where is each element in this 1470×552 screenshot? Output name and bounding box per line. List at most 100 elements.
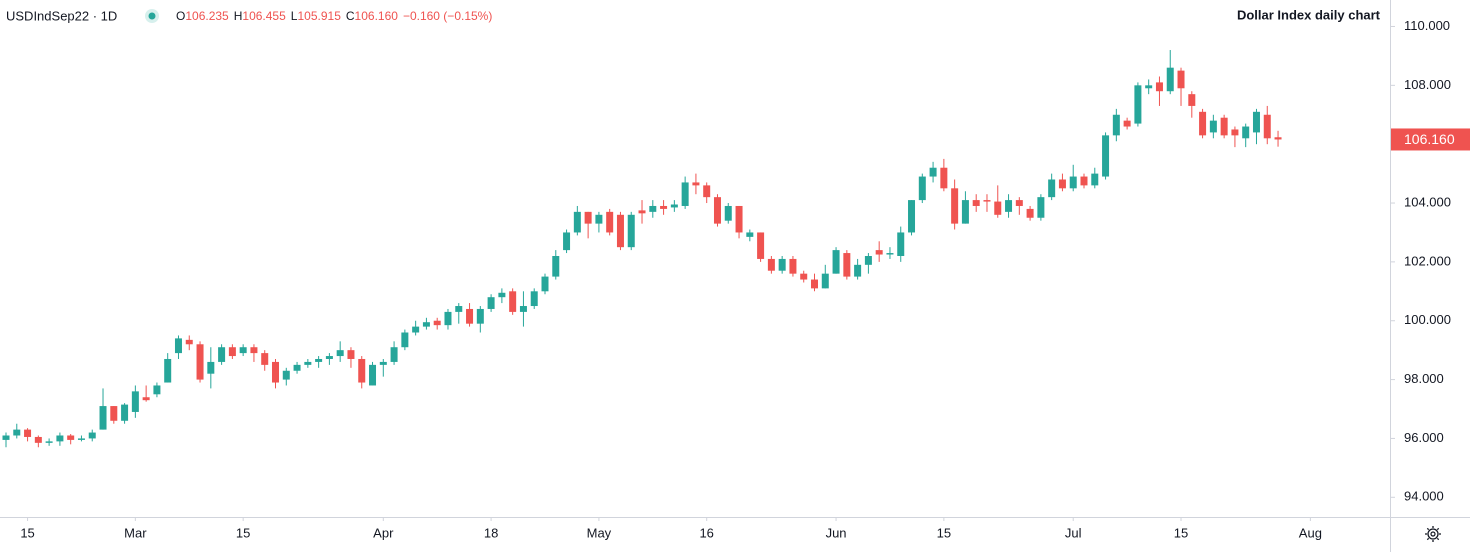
y-tick-label: 102.000: [1404, 253, 1451, 268]
candle-body: [703, 185, 711, 198]
ohlc-key: H: [234, 9, 243, 23]
candle-body: [951, 188, 959, 224]
candle-body: [638, 210, 646, 214]
candle-body: [811, 279, 818, 289]
symbol: USDIndSep22 · 1D: [6, 8, 117, 23]
x-tick-label: Aug: [1299, 525, 1322, 540]
candle-body: [390, 347, 398, 362]
last-price-tag: [1391, 128, 1470, 151]
settings-icon[interactable]: [1425, 526, 1441, 542]
candle-body: [800, 273, 808, 280]
ohlc-value: 106.235: [185, 9, 229, 23]
candle-body: [153, 385, 161, 395]
candle-body: [1263, 114, 1271, 139]
candle-body: [886, 253, 894, 255]
candle-body: [563, 232, 571, 251]
candle-body: [498, 292, 506, 298]
candle-body: [56, 435, 64, 442]
x-tick-label: 15: [1174, 525, 1188, 540]
x-tick-label: May: [587, 525, 612, 540]
candle-body: [541, 276, 549, 292]
candle-body: [789, 258, 797, 274]
candle-body: [1048, 179, 1056, 198]
candle-body: [595, 214, 603, 224]
x-tick-label: 18: [484, 525, 498, 540]
candle-body: [476, 308, 484, 324]
candle-body: [864, 255, 872, 265]
candle-body: [422, 322, 430, 327]
candle-body: [34, 436, 42, 443]
candle-body: [433, 320, 441, 326]
x-tick-label: 16: [699, 525, 713, 540]
candle-body: [713, 197, 721, 224]
y-tick-label: 98.000: [1404, 371, 1444, 386]
candle-body: [972, 200, 980, 206]
candle-body: [616, 214, 624, 248]
y-tick-label: 110.000: [1404, 18, 1450, 33]
candle-body: [412, 326, 420, 333]
candle-body: [649, 205, 657, 212]
candle-body: [530, 291, 538, 307]
gear-hub[interactable]: [1430, 531, 1436, 537]
candle-body: [45, 441, 53, 443]
ohlc-value: 106.160: [355, 9, 399, 23]
candle-body: [983, 200, 991, 202]
ohlc-key: O: [176, 9, 185, 23]
candle-body: [767, 258, 775, 271]
candle-body: [1252, 111, 1260, 133]
candle-body: [681, 182, 689, 206]
candle-body: [961, 200, 969, 224]
gear-teeth[interactable]: [1425, 526, 1441, 542]
candle-body: [1188, 94, 1196, 106]
candle-body: [1274, 137, 1282, 140]
candle-body: [1080, 176, 1088, 186]
candle-body: [196, 344, 204, 380]
candle-body: [99, 406, 107, 430]
candle-body: [1069, 176, 1077, 189]
candle-body: [88, 432, 96, 439]
candle-body: [994, 201, 1002, 215]
candle-body: [282, 370, 290, 380]
candle-body: [1005, 200, 1013, 212]
candle-body: [336, 350, 344, 357]
candle-body: [325, 356, 333, 359]
candle-body: [1177, 70, 1185, 89]
candle-body: [1026, 208, 1034, 218]
candle-body: [1145, 85, 1153, 89]
gear-ring[interactable]: [1427, 528, 1439, 540]
candle-body: [854, 264, 862, 277]
candle-body: [735, 205, 743, 233]
candle-body: [379, 361, 387, 365]
candle-body: [1015, 200, 1023, 206]
candle-body: [2, 435, 10, 440]
candle-body: [519, 306, 527, 312]
last-price-label: 106.160: [1404, 131, 1455, 147]
candle-body: [261, 353, 269, 365]
status-dot: [148, 12, 156, 20]
candle-body: [1231, 129, 1239, 136]
candle-body: [315, 358, 323, 362]
ohlc-value: 105.915: [297, 9, 341, 23]
x-tick-label: Mar: [124, 525, 147, 540]
chart-title: Dollar Index daily chart: [1237, 7, 1381, 22]
candle-body: [897, 232, 905, 256]
candle-body: [369, 364, 377, 386]
candle-body: [250, 347, 258, 354]
candle-body: [843, 253, 851, 277]
y-tick-label: 100.000: [1404, 312, 1451, 327]
ohlc-legend: O106.235 H106.455 L105.915 C106.160 −0.160 (…: [176, 9, 492, 23]
candle-body: [455, 306, 463, 312]
candle-body: [239, 347, 247, 354]
candle-body: [1166, 67, 1174, 92]
ohlc-value: 106.455: [242, 9, 286, 23]
candle-body: [185, 339, 193, 345]
ohlc-key: L: [291, 9, 298, 23]
candle-body: [164, 358, 172, 383]
candle-body: [24, 429, 32, 437]
candle-body: [918, 176, 926, 201]
candle-body: [584, 211, 592, 224]
candle-body: [131, 391, 139, 412]
candle-body: [757, 232, 765, 259]
candle-body: [77, 438, 85, 440]
